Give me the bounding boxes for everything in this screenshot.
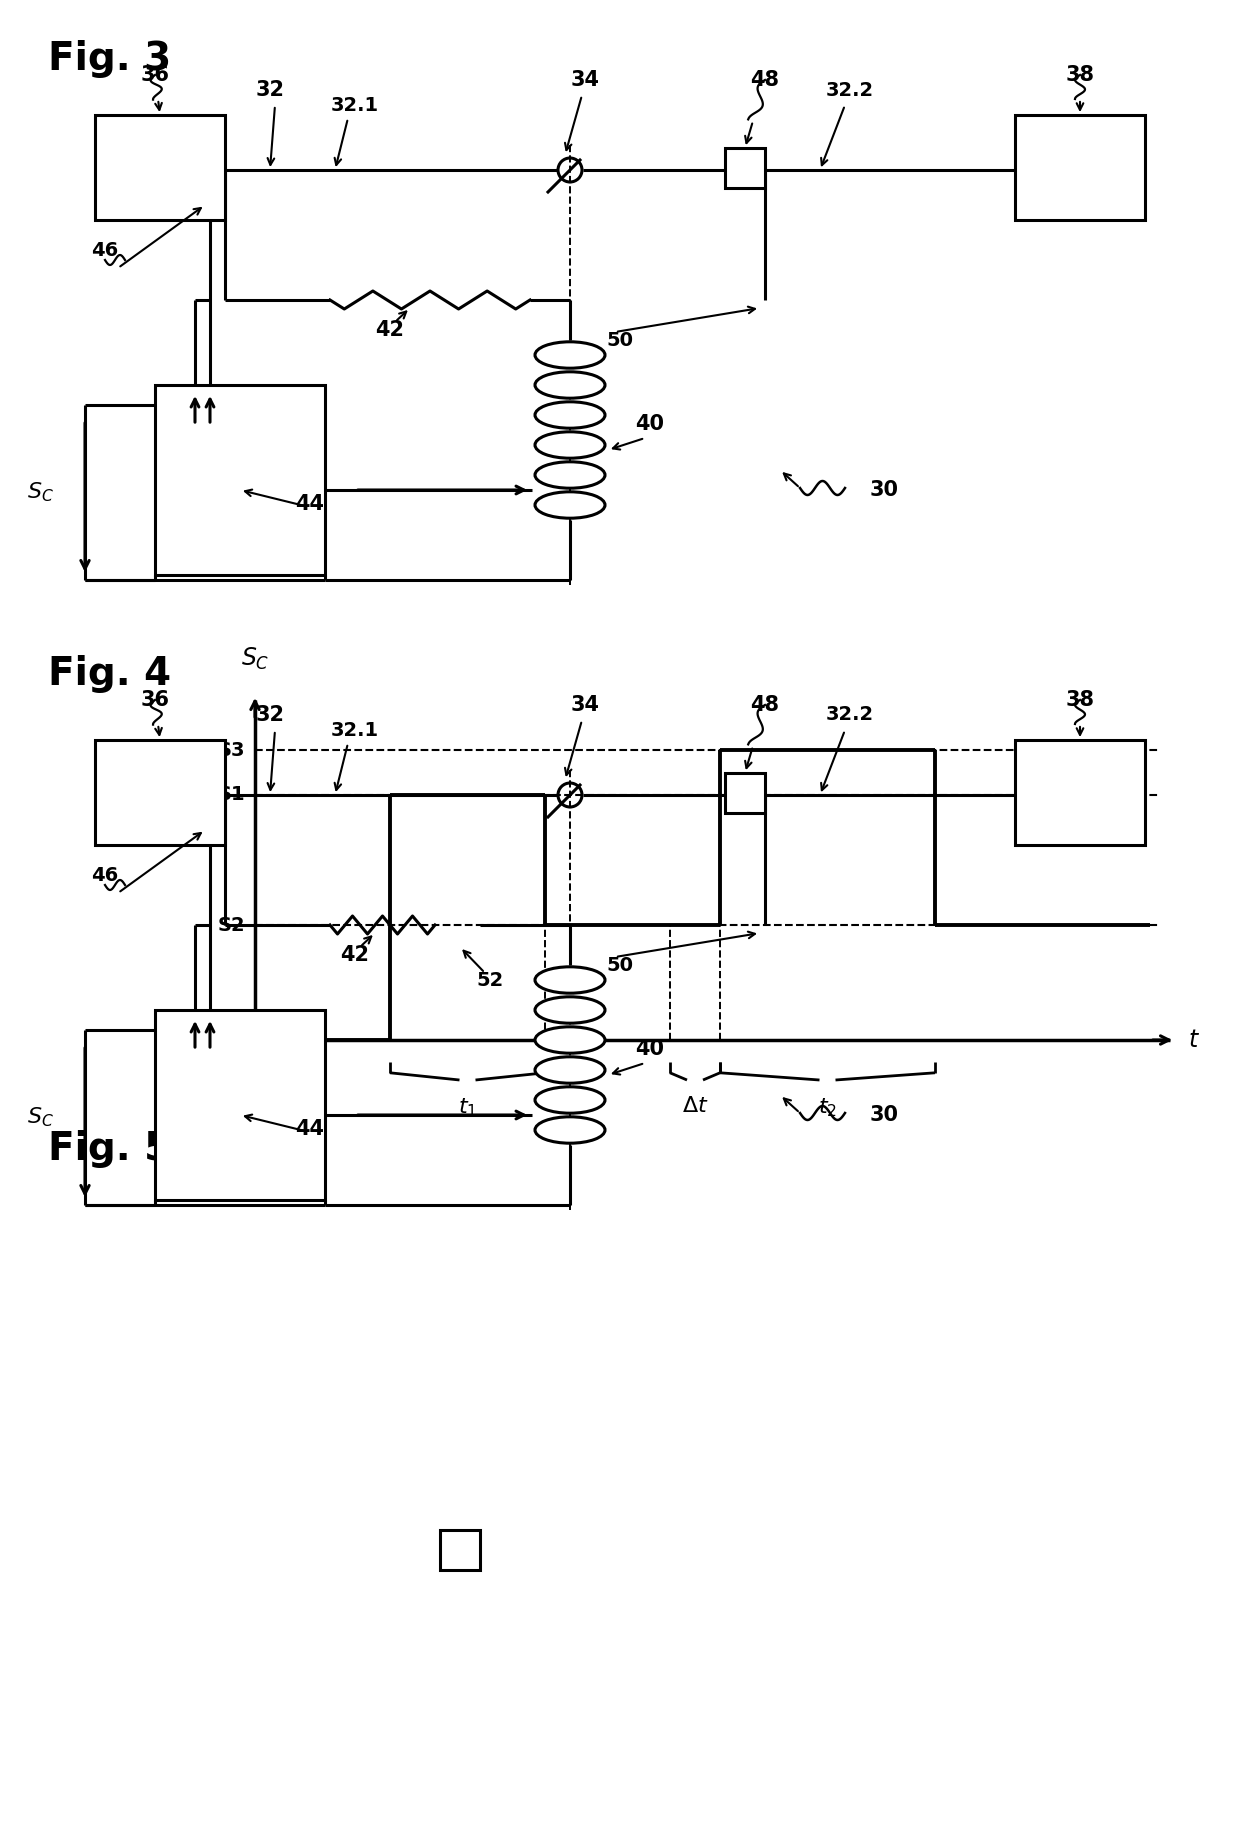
Bar — [725, 774, 765, 812]
Text: 32: 32 — [255, 80, 284, 100]
Text: 48: 48 — [750, 69, 780, 89]
Ellipse shape — [534, 967, 605, 993]
Text: 36: 36 — [140, 66, 170, 86]
Text: S1: S1 — [217, 785, 246, 805]
Text: Fig. 3: Fig. 3 — [48, 40, 171, 78]
Bar — [440, 1529, 480, 1570]
Bar — [95, 115, 224, 221]
Text: 30: 30 — [870, 1104, 899, 1124]
Text: 52: 52 — [476, 971, 503, 989]
Text: 32.1: 32.1 — [331, 95, 379, 115]
Text: 30: 30 — [870, 480, 899, 500]
Bar — [95, 739, 224, 845]
Text: $\Delta t$: $\Delta t$ — [682, 1097, 708, 1117]
Text: 32.1: 32.1 — [331, 721, 379, 739]
Text: 50: 50 — [606, 330, 634, 350]
Text: S3: S3 — [217, 741, 246, 759]
Ellipse shape — [534, 996, 605, 1024]
Text: 40: 40 — [635, 414, 665, 434]
Ellipse shape — [534, 1088, 605, 1113]
Text: S2: S2 — [217, 916, 246, 934]
Text: 46: 46 — [92, 865, 119, 885]
Text: 48: 48 — [750, 695, 780, 715]
Bar — [155, 1009, 325, 1201]
Text: Fig. 5: Fig. 5 — [48, 1130, 171, 1168]
Text: 38: 38 — [1065, 66, 1095, 86]
Text: S0: S0 — [218, 1031, 246, 1049]
Text: 34: 34 — [570, 69, 599, 89]
Ellipse shape — [534, 462, 605, 489]
Ellipse shape — [534, 1117, 605, 1142]
Text: 46: 46 — [92, 241, 119, 259]
Text: 36: 36 — [140, 690, 170, 710]
Text: $t$: $t$ — [1188, 1027, 1200, 1051]
Text: 32.2: 32.2 — [826, 706, 874, 725]
Ellipse shape — [534, 1057, 605, 1084]
Text: 42: 42 — [376, 319, 404, 339]
Text: 32: 32 — [255, 704, 284, 725]
Text: $S_C$: $S_C$ — [26, 480, 53, 504]
Text: $t_1$: $t_1$ — [458, 1097, 477, 1119]
Text: 44: 44 — [295, 1119, 325, 1139]
Ellipse shape — [534, 433, 605, 458]
Text: 34: 34 — [570, 695, 599, 715]
Ellipse shape — [534, 341, 605, 369]
Ellipse shape — [534, 491, 605, 518]
Text: 38: 38 — [1065, 690, 1095, 710]
Ellipse shape — [534, 372, 605, 398]
Ellipse shape — [534, 1027, 605, 1053]
Ellipse shape — [534, 402, 605, 429]
Text: $S_C$: $S_C$ — [26, 1106, 53, 1130]
Text: 44: 44 — [295, 495, 325, 515]
Bar — [725, 148, 765, 188]
Bar — [155, 385, 325, 575]
Text: $t_2$: $t_2$ — [818, 1097, 837, 1119]
Text: $S_C$: $S_C$ — [241, 646, 269, 672]
Text: 42: 42 — [341, 945, 370, 965]
Text: 50: 50 — [606, 956, 634, 975]
Bar — [1016, 115, 1145, 221]
Text: Fig. 4: Fig. 4 — [48, 655, 171, 694]
Text: 32.2: 32.2 — [826, 80, 874, 100]
Text: 40: 40 — [635, 1038, 665, 1058]
Bar — [1016, 739, 1145, 845]
